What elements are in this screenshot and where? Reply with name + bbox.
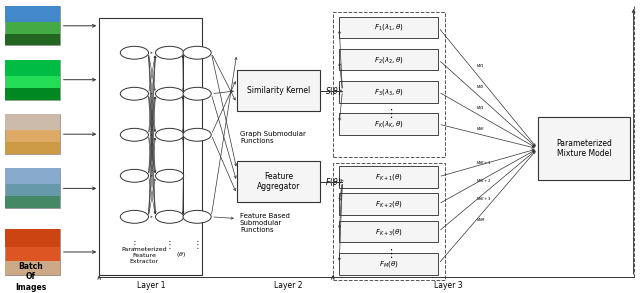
Bar	[333, 12, 445, 157]
Text: Parameterized
Feature
Extractor: Parameterized Feature Extractor	[121, 247, 167, 264]
Circle shape	[156, 169, 184, 182]
Text: $\vdots$: $\vdots$	[385, 247, 393, 260]
Circle shape	[156, 46, 184, 59]
Bar	[5, 88, 60, 100]
Bar	[339, 193, 438, 215]
Text: $\vdots$: $\vdots$	[385, 107, 393, 120]
Text: $F_K(\lambda_K, \theta)$: $F_K(\lambda_K, \theta)$	[374, 119, 404, 129]
Bar	[5, 34, 60, 45]
Text: $w_2$: $w_2$	[476, 83, 485, 91]
Bar	[5, 6, 60, 45]
Bar	[5, 114, 60, 154]
Text: $w_1$: $w_1$	[476, 62, 485, 70]
Bar	[99, 18, 202, 275]
Circle shape	[120, 46, 148, 59]
Circle shape	[120, 210, 148, 223]
Text: $w_M$: $w_M$	[476, 216, 486, 224]
Bar	[5, 114, 60, 130]
Bar	[5, 261, 60, 275]
Bar	[5, 60, 60, 76]
Text: Similarity Kernel: Similarity Kernel	[247, 86, 310, 95]
Bar	[339, 221, 438, 242]
Text: $(\theta)$: $(\theta)$	[176, 250, 186, 259]
Text: $w_K$: $w_K$	[476, 125, 486, 133]
Bar	[333, 163, 445, 280]
Circle shape	[183, 128, 211, 141]
Text: Layer 3: Layer 3	[434, 281, 462, 290]
Text: $F_{K+2}(\theta)$: $F_{K+2}(\theta)$	[375, 199, 403, 209]
Bar	[5, 229, 60, 247]
Bar	[5, 229, 60, 275]
Text: Layer 2: Layer 2	[274, 281, 302, 290]
Text: Parameterized
Mixture Model: Parameterized Mixture Model	[556, 139, 612, 159]
Bar	[339, 113, 438, 135]
Circle shape	[183, 46, 211, 59]
Text: $F_M(\theta)$: $F_M(\theta)$	[379, 259, 399, 269]
Text: Feature
Aggregator: Feature Aggregator	[257, 172, 300, 191]
Circle shape	[120, 87, 148, 100]
Text: $w_{K+1}$: $w_{K+1}$	[476, 159, 492, 167]
Bar	[5, 60, 60, 100]
Text: $S(\theta)$: $S(\theta)$	[325, 85, 342, 97]
Text: ⋮: ⋮	[192, 240, 202, 250]
Circle shape	[120, 128, 148, 141]
Bar	[5, 168, 60, 184]
Bar	[5, 168, 60, 208]
Bar	[339, 17, 438, 38]
Text: $w_3$: $w_3$	[476, 104, 485, 112]
Bar	[339, 166, 438, 188]
Bar	[5, 142, 60, 154]
Bar	[339, 81, 438, 103]
Bar	[237, 161, 320, 202]
Bar	[339, 49, 438, 70]
Bar	[538, 117, 630, 180]
Text: $w_{K+3}$: $w_{K+3}$	[476, 195, 492, 202]
Text: $F_{K+1}(\theta)$: $F_{K+1}(\theta)$	[375, 172, 403, 182]
Text: $w_{K+2}$: $w_{K+2}$	[476, 177, 492, 185]
Text: Feature Based
Submodular
Functions: Feature Based Submodular Functions	[240, 213, 290, 233]
Text: ⋮: ⋮	[164, 240, 175, 250]
Bar	[5, 6, 60, 22]
Text: $F(\theta)$: $F(\theta)$	[325, 176, 342, 188]
Text: ⋮: ⋮	[129, 240, 140, 250]
Text: Batch
Of
Images: Batch Of Images	[15, 262, 46, 292]
Circle shape	[156, 128, 184, 141]
Bar	[237, 70, 320, 111]
Text: $F_1(\lambda_1, \theta)$: $F_1(\lambda_1, \theta)$	[374, 22, 404, 33]
Circle shape	[156, 210, 184, 223]
Text: $F_{K+3}(\theta)$: $F_{K+3}(\theta)$	[375, 226, 403, 237]
Circle shape	[183, 210, 211, 223]
Circle shape	[183, 87, 211, 100]
Text: $F_3(\lambda_3, \theta)$: $F_3(\lambda_3, \theta)$	[374, 87, 404, 97]
Circle shape	[156, 87, 184, 100]
Bar	[339, 253, 438, 275]
Text: Graph Submodular
Functions: Graph Submodular Functions	[240, 131, 306, 144]
Text: Layer 1: Layer 1	[137, 281, 165, 290]
Text: $F_2(\lambda_2, \theta)$: $F_2(\lambda_2, \theta)$	[374, 54, 404, 65]
Bar	[5, 196, 60, 208]
Circle shape	[120, 169, 148, 182]
